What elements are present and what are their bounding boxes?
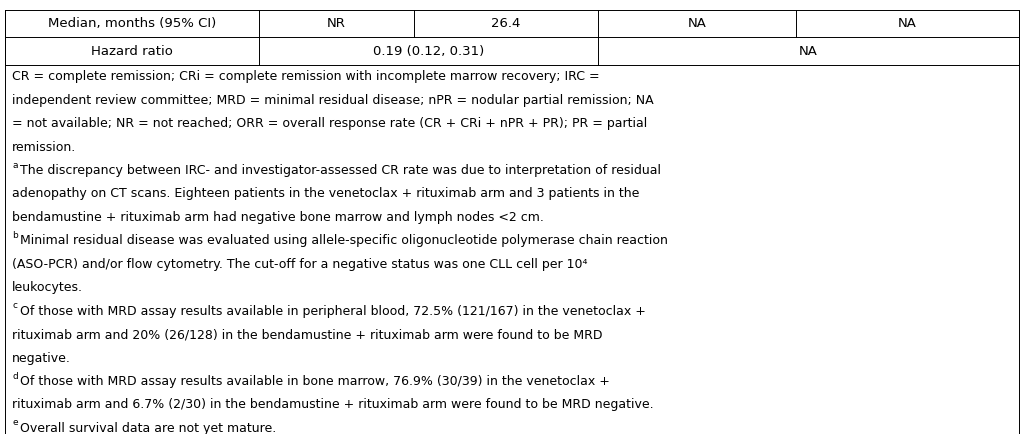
Text: adenopathy on CT scans. Eighteen patients in the venetoclax + rituximab arm and : adenopathy on CT scans. Eighteen patient…	[12, 187, 640, 201]
Text: 26.4: 26.4	[492, 17, 520, 30]
Text: Overall survival data are not yet mature.: Overall survival data are not yet mature…	[20, 422, 276, 434]
Text: Minimal residual disease was evaluated using allele-specific oligonucleotide pol: Minimal residual disease was evaluated u…	[20, 234, 669, 247]
Text: Of those with MRD assay results available in bone marrow, 76.9% (30/39) in the v: Of those with MRD assay results availabl…	[20, 375, 610, 388]
Text: a: a	[12, 161, 17, 170]
Text: NA: NA	[898, 17, 916, 30]
Text: (ASO-PCR) and/or flow cytometry. The cut-off for a negative status was one CLL c: (ASO-PCR) and/or flow cytometry. The cut…	[12, 258, 588, 271]
Text: leukocytes.: leukocytes.	[12, 281, 83, 294]
Text: Of those with MRD assay results available in peripheral blood, 72.5% (121/167) i: Of those with MRD assay results availabl…	[20, 305, 646, 318]
Text: d: d	[12, 372, 18, 381]
Text: rituximab arm and 6.7% (2/30) in the bendamustine + rituximab arm were found to : rituximab arm and 6.7% (2/30) in the ben…	[12, 398, 654, 411]
Text: c: c	[12, 301, 17, 310]
Text: Median, months (95% CI): Median, months (95% CI)	[48, 17, 216, 30]
Text: bendamustine + rituximab arm had negative bone marrow and lymph nodes <2 cm.: bendamustine + rituximab arm had negativ…	[12, 211, 544, 224]
Text: b: b	[12, 231, 18, 240]
Text: remission.: remission.	[12, 141, 77, 154]
Text: Hazard ratio: Hazard ratio	[91, 45, 173, 58]
Text: = not available; NR = not reached; ORR = overall response rate (CR + CRi + nPR +: = not available; NR = not reached; ORR =…	[12, 117, 647, 130]
Text: 0.19 (0.12, 0.31): 0.19 (0.12, 0.31)	[373, 45, 484, 58]
Text: e: e	[12, 418, 17, 427]
Text: CR = complete remission; CRi = complete remission with incomplete marrow recover: CR = complete remission; CRi = complete …	[12, 70, 600, 83]
Text: independent review committee; MRD = minimal residual disease; nPR = nodular part: independent review committee; MRD = mini…	[12, 94, 654, 107]
Text: rituximab arm and 20% (26/128) in the bendamustine + rituximab arm were found to: rituximab arm and 20% (26/128) in the be…	[12, 328, 603, 341]
Text: NR: NR	[327, 17, 345, 30]
Text: NA: NA	[687, 17, 707, 30]
Text: The discrepancy between IRC- and investigator-assessed CR rate was due to interp: The discrepancy between IRC- and investi…	[20, 164, 662, 177]
Text: NA: NA	[799, 45, 818, 58]
Text: negative.: negative.	[12, 352, 71, 365]
